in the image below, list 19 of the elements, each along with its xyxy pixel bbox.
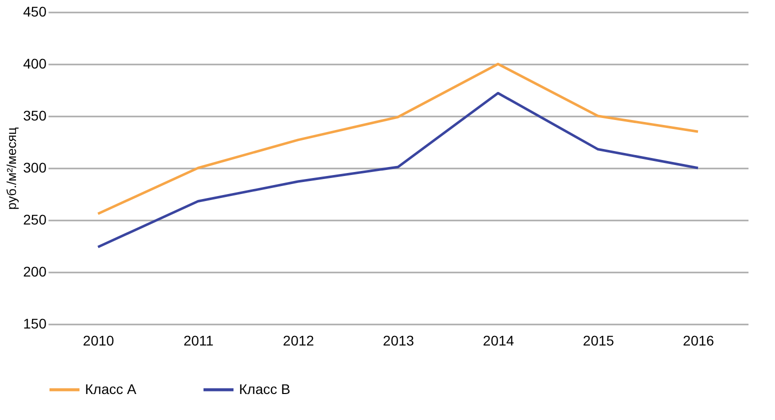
line-series <box>96 92 700 248</box>
line-series <box>96 62 700 216</box>
y-axis-title: руб./м²/месяц <box>4 126 20 210</box>
x-tick-label: 2011 <box>183 332 214 348</box>
x-tick-label: 2013 <box>382 332 414 348</box>
x-tick-label: 2012 <box>282 332 314 348</box>
x-tick-label: 2016 <box>682 332 714 348</box>
y-tick-label: 400 <box>23 56 47 72</box>
y-tick-label: 300 <box>23 160 47 176</box>
y-tick-label: 250 <box>23 212 47 228</box>
y-tick-label: 150 <box>23 316 47 332</box>
y-tick-label: 350 <box>23 108 47 124</box>
y-tick-label: 450 <box>23 4 47 20</box>
x-tick-label: 2014 <box>482 332 514 348</box>
x-tick-label: 2010 <box>82 332 114 348</box>
legend-label: Класс В <box>239 380 290 397</box>
x-tick-label: 2015 <box>582 332 614 348</box>
legend-label: Класс А <box>85 380 137 397</box>
y-tick-label: 200 <box>23 264 47 280</box>
